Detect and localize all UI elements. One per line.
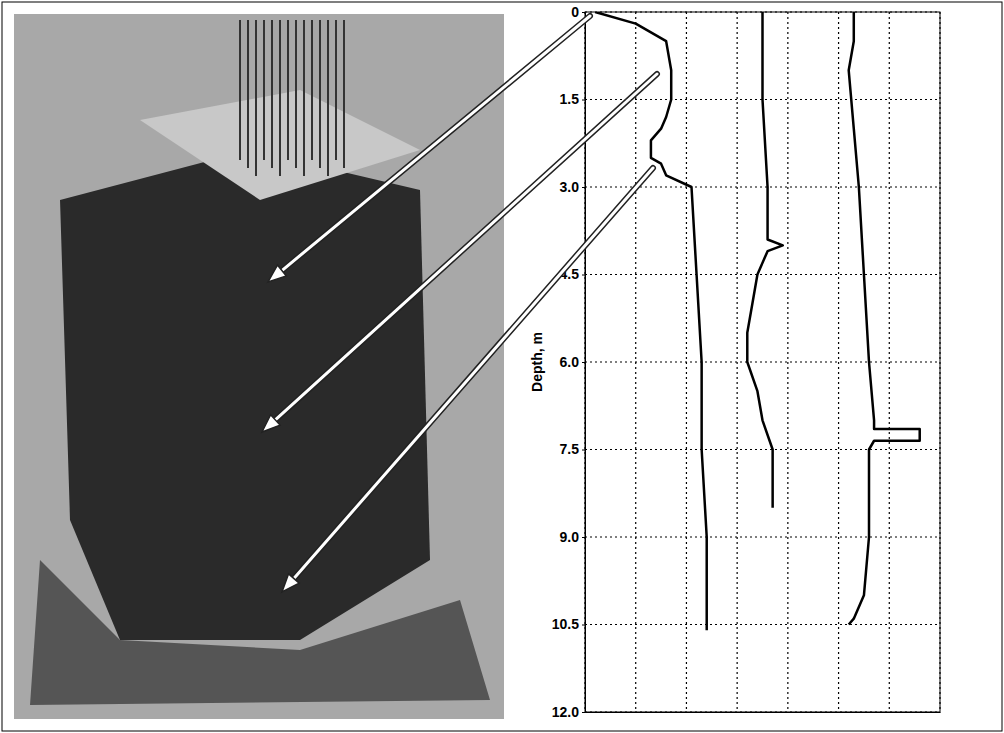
y-tick-mark bbox=[582, 450, 585, 451]
y-tick: 0 bbox=[571, 4, 585, 20]
grid-line-x bbox=[686, 12, 687, 712]
photo-rebar bbox=[279, 20, 281, 176]
grid-line-y bbox=[585, 624, 940, 625]
y-tick-mark bbox=[582, 537, 585, 538]
arrow-shaft bbox=[275, 74, 657, 420]
plot-frame bbox=[585, 12, 940, 712]
grid-line-x bbox=[737, 12, 738, 712]
grid-line-y bbox=[585, 536, 940, 537]
photo-rebar bbox=[287, 20, 289, 160]
profile-line bbox=[595, 12, 707, 630]
plot bbox=[585, 12, 940, 712]
y-tick: 9.0 bbox=[560, 529, 585, 545]
arrow-head bbox=[282, 574, 299, 592]
x-axis-line bbox=[586, 712, 941, 713]
x-axis bbox=[586, 712, 941, 714]
grid-line-y bbox=[585, 449, 940, 450]
photo-rebar bbox=[239, 20, 241, 160]
y-tick-mark bbox=[582, 12, 585, 13]
figure-frame bbox=[2, 2, 1002, 731]
photo-rebar bbox=[303, 20, 305, 176]
y-tick: 7.5 bbox=[560, 441, 585, 457]
y-tick-label: 6.0 bbox=[560, 354, 580, 370]
y-tick: 3.0 bbox=[560, 179, 585, 195]
y-tick-label: 10.5 bbox=[552, 616, 579, 632]
y-tick-mark bbox=[582, 275, 585, 276]
y-tick: 10.5 bbox=[552, 616, 585, 632]
photo-rebar bbox=[263, 20, 265, 160]
grid bbox=[585, 12, 940, 712]
y-tick-label: 9.0 bbox=[560, 529, 580, 545]
grid-line-x bbox=[838, 12, 839, 712]
y-tick-mark bbox=[582, 187, 585, 188]
y-tick: 1.5 bbox=[560, 91, 585, 107]
grid-line-x bbox=[787, 12, 788, 712]
arrow-outline bbox=[275, 74, 657, 420]
grid-line-y bbox=[585, 274, 940, 275]
plot-background bbox=[585, 12, 940, 712]
arrow-outline bbox=[282, 16, 590, 271]
grid-line-x bbox=[889, 12, 890, 712]
y-tick-label: 0 bbox=[571, 4, 579, 20]
photo-rebar bbox=[271, 20, 273, 168]
y-tick-mark bbox=[582, 712, 585, 713]
photo-rebar bbox=[255, 20, 257, 176]
photo-rebar bbox=[335, 20, 337, 160]
arrow-head bbox=[268, 265, 286, 282]
photo-rebar bbox=[343, 20, 345, 168]
arrow-shaft bbox=[282, 16, 590, 271]
photo-rebar bbox=[311, 20, 313, 160]
y-tick: 6.0 bbox=[560, 354, 585, 370]
photo-ground bbox=[14, 14, 504, 719]
arrows bbox=[262, 16, 657, 592]
y-axis-title: Depth, m bbox=[529, 332, 545, 392]
arrow-shaft bbox=[294, 168, 653, 578]
photo-rebar bbox=[247, 20, 249, 168]
y-axis-line bbox=[582, 13, 586, 713]
grid-line-y bbox=[585, 361, 940, 362]
series-group bbox=[595, 12, 920, 630]
grid-line-x bbox=[635, 12, 636, 712]
photo-shaft bbox=[60, 150, 430, 640]
y-tick-mark bbox=[582, 100, 585, 101]
photo-soil bbox=[30, 560, 490, 705]
photo-rebar bbox=[295, 20, 297, 168]
y-tick-mark bbox=[582, 625, 585, 626]
y-tick-label: 3.0 bbox=[560, 179, 580, 195]
arrow-outline bbox=[294, 168, 653, 578]
y-tick-label: 7.5 bbox=[560, 441, 580, 457]
photo-rebar bbox=[319, 20, 321, 168]
photo bbox=[14, 14, 504, 719]
y-tick-mark bbox=[582, 362, 585, 363]
photo-rebar bbox=[327, 20, 329, 176]
profile-line bbox=[747, 12, 783, 508]
profile-line bbox=[849, 12, 920, 625]
arrow-head bbox=[262, 415, 280, 432]
y-tick: 12.0 bbox=[552, 704, 585, 720]
y-tick-label: 12.0 bbox=[552, 704, 579, 720]
figure: 01.53.04.56.07.59.010.512.0Depth, m bbox=[0, 0, 1004, 733]
y-tick-label: 1.5 bbox=[560, 91, 580, 107]
y-axis: 01.53.04.56.07.59.010.512.0 bbox=[552, 4, 586, 720]
